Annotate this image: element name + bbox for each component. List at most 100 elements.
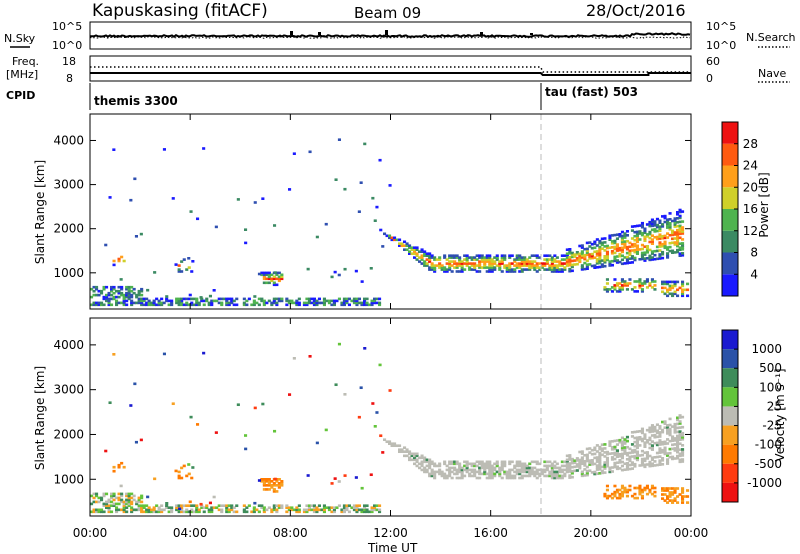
velocity-cell [640,463,644,467]
velocity-cell [560,464,564,468]
power-cell [610,250,614,253]
velocity-cell [671,501,675,504]
velocity-cell [147,510,151,514]
velocity-cell [403,454,407,458]
velocity-cell [633,465,637,468]
power-cell [398,242,402,245]
power-cell [560,268,564,271]
velocity-cell [595,466,599,469]
power-cell [678,224,682,228]
power-cell [280,297,284,301]
velocity-cell [673,427,677,430]
power-cell [545,258,549,261]
power-cell [623,240,627,243]
velocity-cell [563,460,567,464]
power-cell [160,303,164,307]
power-cell [593,250,597,254]
velocity-cell [645,439,649,442]
power-cell [508,256,512,259]
velocity-cell [668,433,672,437]
velocity-cell [645,484,649,488]
power-cell [681,242,685,245]
velocity-cell [132,508,136,512]
velocity-cell [613,494,617,498]
power-cell [262,299,266,303]
velocity-cell [676,444,680,448]
velocity-cell [623,442,627,445]
power-cell [92,301,96,305]
velocity-cell [650,428,654,431]
power-cell [643,235,647,239]
power-cell [440,266,444,269]
velocity-cell [573,469,577,473]
velocity-cell [130,492,134,496]
power-cell [130,299,134,303]
power-cell [510,254,514,257]
velocity-cell [191,466,195,469]
power-cell [673,290,677,294]
power-cell [448,262,452,265]
power-cell [443,270,447,273]
power-cell [115,295,119,299]
velocity-cell [575,465,579,468]
velocity-cell [453,472,457,476]
power-cell [210,303,214,307]
power-cell [650,280,654,283]
velocity-cell [558,468,562,472]
power-cell [625,288,629,291]
velocity-cell [400,450,404,454]
power-cell [640,247,644,251]
velocity-cell [671,487,675,490]
velocity-cell [473,474,477,478]
velocity-cell [305,504,309,508]
power-cell [483,264,487,267]
velocity-cell [443,460,447,464]
power-cell [615,233,619,236]
power-cell [625,255,629,259]
power-cell [523,260,527,263]
velocity-cell [681,499,685,502]
power-cell [405,242,409,245]
velocity-cell [306,474,310,477]
velocity-cell [270,480,274,483]
power-cell [590,242,594,246]
power-cell [450,254,454,257]
velocity-cell [655,431,659,435]
velocity-cell [676,426,680,430]
velocity-cell [633,454,637,458]
velocity-cell [676,430,680,434]
velocity-cell [252,508,256,512]
power-cell [668,288,672,292]
velocity-cell [500,464,504,468]
power-cell [608,288,612,291]
velocity-cell [125,494,129,498]
power-cell [655,223,659,227]
velocity-cell [185,474,189,478]
velocity-cell [681,452,685,455]
velocity-cell [663,448,667,452]
power-cell [273,271,277,274]
freq-label: Freq. [12,55,39,68]
velocity-cell [620,490,624,494]
velocity-cell [658,433,662,436]
velocity-cell [445,474,449,478]
power-cell [150,303,154,307]
power-cell [666,224,670,227]
velocity-cell [142,510,146,514]
velocity-cell [615,449,619,452]
velocity-cell [415,454,419,458]
velocity-cell [613,465,617,469]
velocity-cell [663,426,667,430]
power-cell [666,294,670,298]
power-cell [605,256,609,260]
velocity-cell [455,476,459,480]
velocity-cell [430,468,434,472]
velocity-cell [535,470,539,474]
power-cell [110,293,114,297]
power-cell [445,270,449,273]
velocity-cell [275,478,279,481]
power-cell [676,221,680,224]
velocity-cell [585,471,589,475]
power-cell [332,303,336,307]
